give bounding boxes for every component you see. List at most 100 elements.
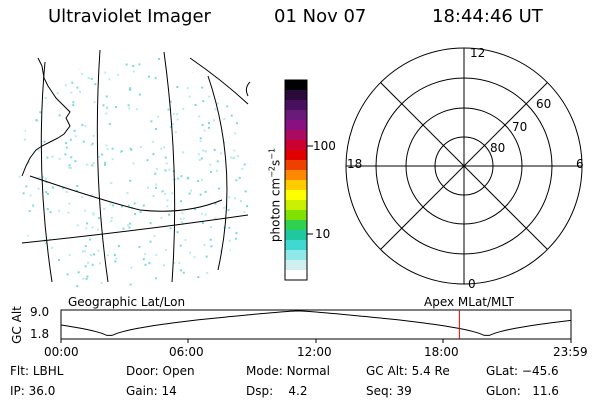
noise-pixel <box>76 224 79 227</box>
noise-pixel <box>179 217 182 220</box>
noise-pixel <box>154 77 157 80</box>
noise-pixel <box>216 169 218 172</box>
noise-pixel <box>129 283 132 286</box>
noise-pixel <box>29 194 32 197</box>
noise-pixel <box>86 222 89 225</box>
noise-pixel <box>206 80 209 83</box>
noise-pixel <box>25 276 28 279</box>
noise-pixel <box>213 119 216 122</box>
noise-pixel <box>182 271 185 274</box>
noise-pixel <box>120 150 123 153</box>
colorbar-band <box>285 170 307 181</box>
geographic-latlon-label: Geographic Lat/Lon <box>68 295 186 309</box>
noise-pixel <box>72 101 75 104</box>
noise-pixel <box>45 177 47 180</box>
noise-pixel <box>153 235 156 238</box>
info-ip: IP: 36.0 <box>10 384 55 398</box>
x-tick-1800: 18:00 <box>424 345 459 359</box>
noise-pixel <box>142 258 145 261</box>
noise-pixel <box>210 226 212 229</box>
colorbar-band <box>285 270 307 281</box>
info-gain: Gain: 14 <box>126 384 177 398</box>
noise-pixel <box>168 168 171 171</box>
noise-pixel <box>51 186 54 189</box>
noise-pixel <box>51 155 54 158</box>
noise-pixel <box>216 102 219 105</box>
noise-pixel <box>24 138 26 141</box>
noise-pixel <box>114 254 116 257</box>
noise-pixel <box>58 114 61 117</box>
noise-pixel <box>46 192 49 195</box>
noise-pixel <box>76 285 79 288</box>
noise-pixel <box>83 250 86 253</box>
noise-pixel <box>111 204 114 207</box>
noise-pixel <box>84 265 87 268</box>
noise-pixel <box>35 258 38 261</box>
noise-pixel <box>194 104 197 106</box>
info-dsp: Dsp: 4.2 <box>246 384 308 398</box>
geographic-image <box>18 49 251 288</box>
x-tick-0000: 00:00 <box>44 345 79 359</box>
noise-pixel <box>166 199 169 202</box>
noise-pixel <box>19 114 22 117</box>
noise-pixel <box>188 192 191 195</box>
noise-pixel <box>104 71 107 74</box>
info-label: Dsp: <box>246 384 274 398</box>
noise-pixel <box>126 192 129 195</box>
noise-pixel <box>92 212 95 215</box>
noise-pixel <box>222 206 225 209</box>
colorbar-band <box>285 260 307 271</box>
noise-pixel <box>160 216 163 219</box>
noise-pixel <box>228 239 231 242</box>
noise-pixel <box>152 153 155 156</box>
noise-pixel <box>228 226 231 229</box>
noise-pixel <box>230 156 232 159</box>
noise-pixel <box>204 213 207 216</box>
noise-pixel <box>236 262 239 265</box>
noise-pixel <box>100 282 103 285</box>
noise-pixel <box>163 146 166 149</box>
unit-base: photon cm <box>268 177 283 243</box>
noise-pixel <box>134 213 137 215</box>
noise-pixel <box>105 112 108 115</box>
noise-pixel <box>174 131 177 134</box>
noise-pixel <box>129 88 132 91</box>
noise-pixel <box>204 150 207 153</box>
noise-pixel <box>90 194 93 197</box>
noise-pixel <box>101 153 104 156</box>
noise-pixel <box>130 266 133 269</box>
noise-pixel <box>173 261 176 264</box>
noise-pixel <box>27 161 30 164</box>
info-glon: GLon: 11.6 <box>486 384 559 398</box>
noise-pixel <box>91 164 94 167</box>
noise-pixel <box>149 240 152 243</box>
noise-pixel <box>129 147 132 150</box>
info-seq: Seq: 39 <box>366 384 412 398</box>
noise-pixel <box>70 91 73 94</box>
noise-pixel <box>81 196 84 199</box>
noise-pixel <box>164 249 167 251</box>
noise-pixel <box>218 187 221 190</box>
noise-pixel <box>228 196 231 199</box>
colorbar-band <box>285 200 307 211</box>
colorbar-band <box>285 210 307 221</box>
noise-pixel <box>210 245 213 248</box>
noise-pixel <box>205 255 208 258</box>
noise-pixel <box>31 258 34 261</box>
noise-pixel <box>106 148 109 151</box>
unit-exp2: −1 <box>267 147 277 160</box>
noise-pixel <box>147 186 149 189</box>
mlt-label-0: 0 <box>468 277 476 291</box>
noise-pixel <box>18 175 21 178</box>
noise-pixel <box>129 87 132 90</box>
noise-pixel <box>46 156 49 159</box>
noise-pixel <box>92 134 95 137</box>
noise-pixel <box>168 213 171 216</box>
noise-pixel <box>28 210 31 213</box>
colorbar <box>284 79 313 281</box>
noise-pixel <box>152 195 155 197</box>
noise-pixel <box>20 130 23 133</box>
noise-pixel <box>203 129 206 132</box>
mlat-label-70: 70 <box>512 120 528 134</box>
noise-pixel <box>32 204 35 207</box>
